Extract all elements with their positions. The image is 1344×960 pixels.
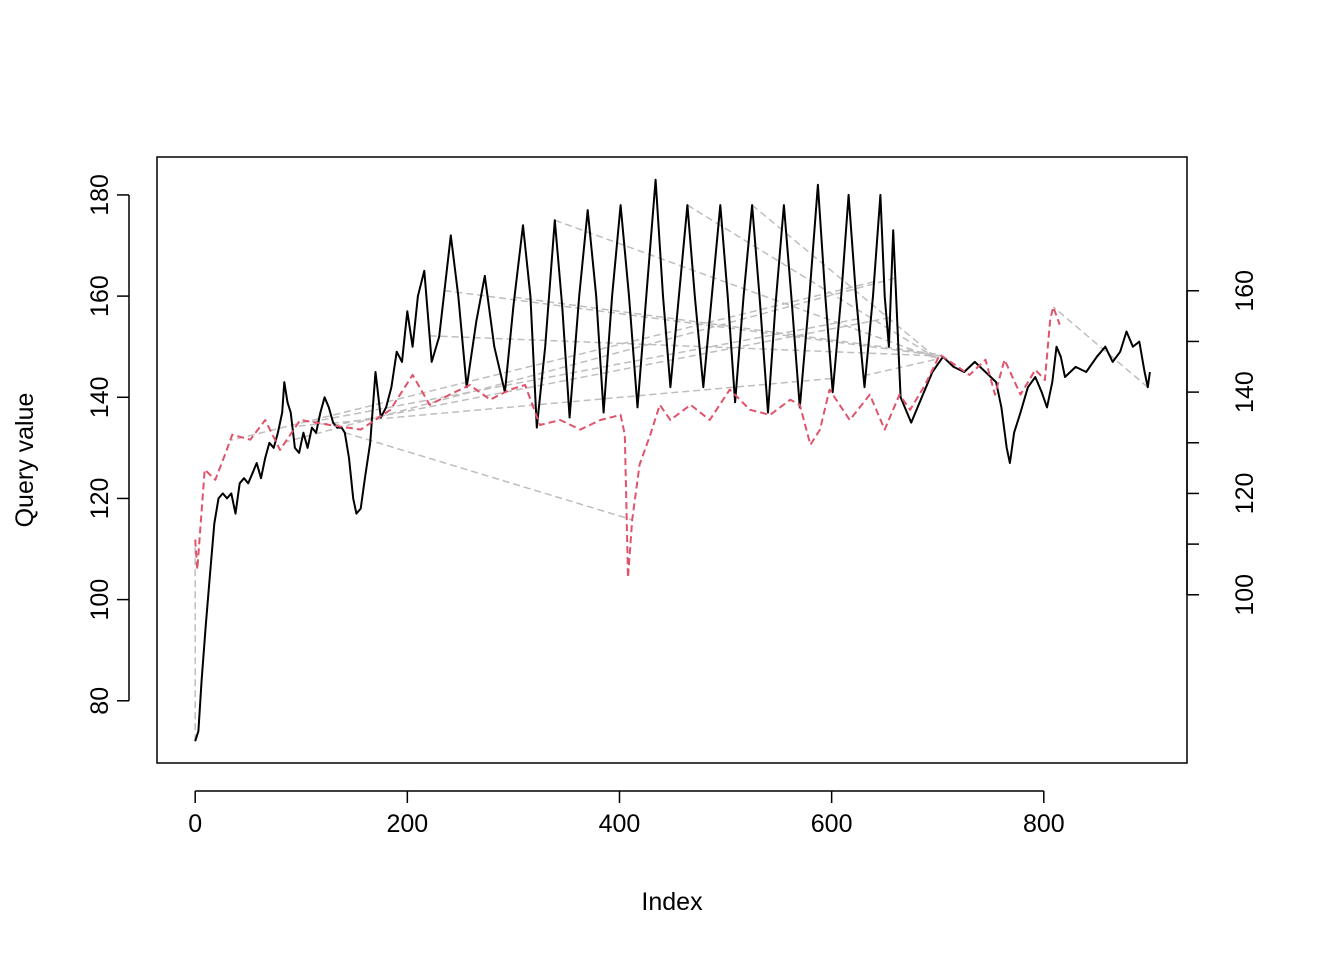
x-tick-label: 400 (599, 810, 641, 838)
alignment-line (863, 358, 938, 377)
y2-tick-label: 100 (1231, 574, 1259, 616)
x-axis-label: Index (641, 888, 703, 916)
alignment-line (686, 204, 939, 360)
y-tick-label: 180 (86, 174, 114, 216)
alignment-line (344, 431, 633, 521)
y-axis-label: Query value (11, 393, 39, 528)
series-line (194, 306, 1061, 579)
alignment-line (429, 335, 942, 357)
alignment-line (230, 280, 875, 442)
y-tick-label: 160 (86, 275, 114, 317)
series-line (194, 178, 1151, 742)
y-tick-label: 100 (86, 579, 114, 621)
alignment-line (444, 289, 943, 357)
alignment-line (295, 377, 832, 428)
y2-tick-label: 120 (1231, 473, 1259, 515)
y2-tick-label: 160 (1231, 270, 1259, 312)
y-tick-label: 80 (86, 687, 114, 715)
alignment-line (554, 219, 938, 360)
alignment-line (285, 277, 896, 443)
x-tick-label: 200 (386, 810, 428, 838)
y-tick-label: 140 (86, 376, 114, 418)
alignment-line (1052, 306, 1149, 388)
y2-tick-label: 140 (1231, 371, 1259, 413)
alignment-line (751, 204, 939, 360)
plot-frame (156, 156, 1188, 764)
x-tick-label: 0 (188, 810, 202, 838)
x-tick-label: 800 (1023, 810, 1065, 838)
y-tick-label: 120 (86, 478, 114, 520)
alignment-line (311, 318, 859, 423)
x-tick-label: 600 (811, 810, 853, 838)
alignment-line (332, 316, 891, 427)
